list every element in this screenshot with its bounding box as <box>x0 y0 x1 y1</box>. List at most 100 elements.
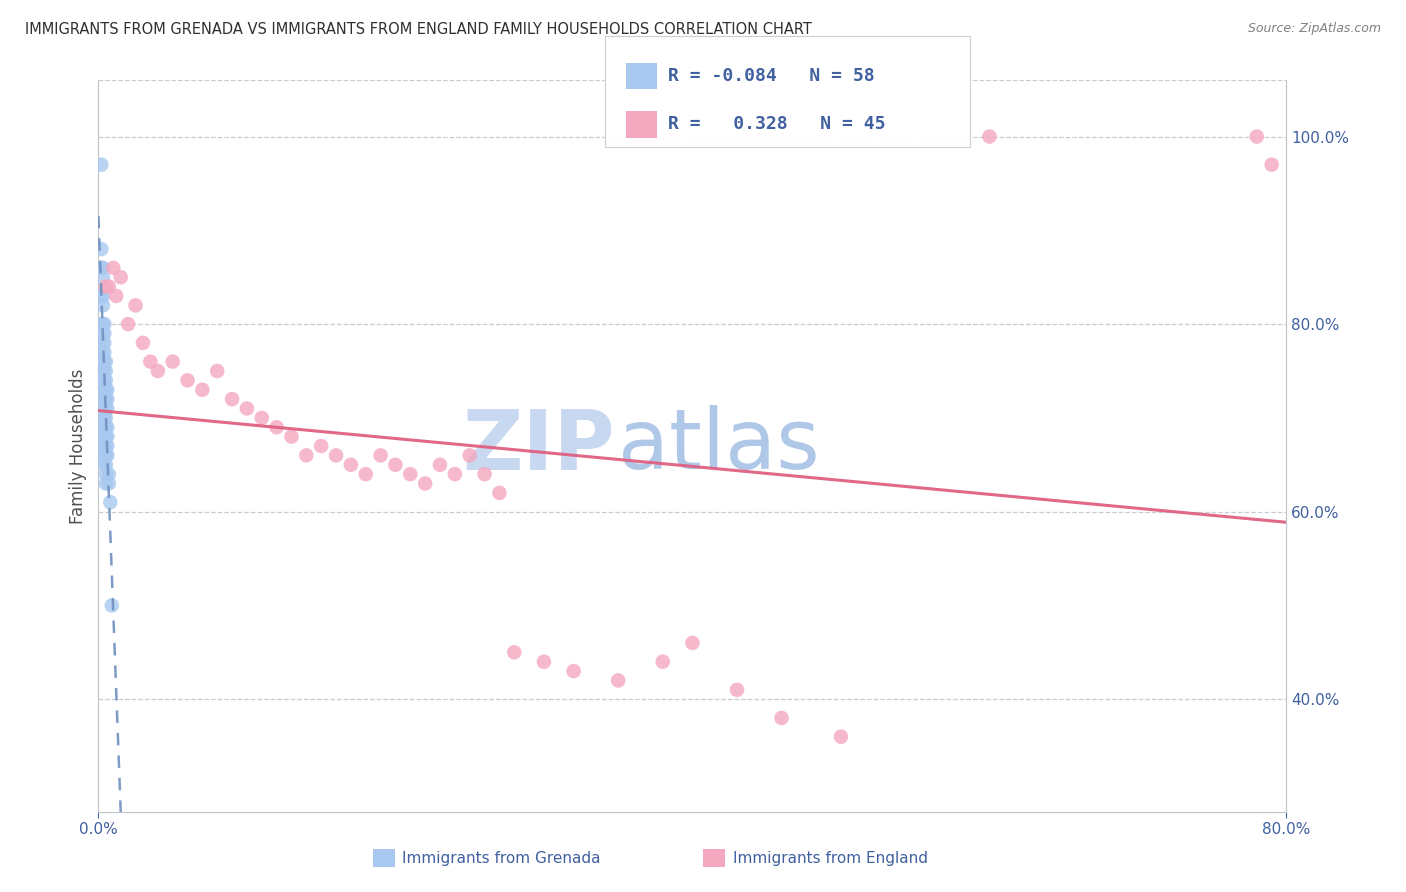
Point <box>91 289 114 303</box>
Point <box>93 317 115 331</box>
Point <box>370 449 392 463</box>
Text: Immigrants from Grenada: Immigrants from Grenada <box>402 851 600 865</box>
Point <box>205 364 228 378</box>
Point <box>94 449 117 463</box>
Point <box>93 373 115 387</box>
Point <box>503 645 526 659</box>
Text: R =   0.328   N = 45: R = 0.328 N = 45 <box>668 115 886 133</box>
Point <box>1246 129 1268 144</box>
Point <box>110 270 132 285</box>
Point <box>191 383 214 397</box>
Point <box>105 289 128 303</box>
Text: Immigrants from England: Immigrants from England <box>733 851 928 865</box>
Point <box>651 655 673 669</box>
Point <box>94 429 117 443</box>
Point <box>236 401 259 416</box>
Text: Source: ZipAtlas.com: Source: ZipAtlas.com <box>1247 22 1381 36</box>
Point <box>91 373 114 387</box>
Point <box>96 429 118 443</box>
Point <box>94 383 117 397</box>
Point <box>474 467 496 482</box>
Point <box>607 673 630 688</box>
Point <box>93 420 115 434</box>
Point <box>979 129 1001 144</box>
Point <box>91 270 114 285</box>
Point <box>266 420 288 434</box>
Point <box>94 410 117 425</box>
Point <box>91 260 114 275</box>
Text: R = -0.084   N = 58: R = -0.084 N = 58 <box>668 67 875 85</box>
Point <box>96 401 118 416</box>
Point <box>162 354 184 368</box>
Point <box>94 401 117 416</box>
Point <box>93 439 115 453</box>
Point <box>93 401 115 416</box>
Point <box>94 467 117 482</box>
Point <box>93 354 115 368</box>
Point <box>354 467 377 482</box>
Point <box>93 410 115 425</box>
Point <box>413 476 436 491</box>
Point <box>97 476 120 491</box>
Point <box>90 289 112 303</box>
Point <box>91 317 114 331</box>
Y-axis label: Family Households: Family Households <box>69 368 87 524</box>
Point <box>176 373 198 387</box>
Point <box>132 335 155 350</box>
Point <box>340 458 363 472</box>
Point <box>770 711 793 725</box>
Point <box>250 410 273 425</box>
Point <box>533 655 555 669</box>
Point <box>93 392 115 406</box>
Point <box>94 354 117 368</box>
Point <box>90 158 112 172</box>
Text: IMMIGRANTS FROM GRENADA VS IMMIGRANTS FROM ENGLAND FAMILY HOUSEHOLDS CORRELATION: IMMIGRANTS FROM GRENADA VS IMMIGRANTS FR… <box>25 22 813 37</box>
Text: ZIP: ZIP <box>463 406 616 486</box>
Point <box>90 260 112 275</box>
Point <box>117 317 139 331</box>
Point <box>90 317 112 331</box>
Point <box>93 383 115 397</box>
Point <box>91 326 114 341</box>
Point <box>94 364 117 378</box>
Point <box>94 392 117 406</box>
Point <box>399 467 422 482</box>
Point <box>488 486 510 500</box>
Point <box>94 476 117 491</box>
Point <box>429 458 451 472</box>
Point <box>91 364 114 378</box>
Point <box>325 449 347 463</box>
Point <box>96 420 118 434</box>
Point <box>91 298 114 312</box>
Point <box>93 429 115 443</box>
Point <box>96 392 118 406</box>
Point <box>97 467 120 482</box>
Point <box>295 449 318 463</box>
Point <box>90 242 112 256</box>
Point <box>94 458 117 472</box>
Point <box>91 335 114 350</box>
Point <box>139 354 162 368</box>
Point <box>91 354 114 368</box>
Point <box>93 335 115 350</box>
Point <box>93 458 115 472</box>
Point <box>93 364 115 378</box>
Point <box>103 260 125 275</box>
Point <box>280 429 302 443</box>
Point <box>93 449 115 463</box>
Point <box>96 439 118 453</box>
Point <box>96 449 118 463</box>
Text: atlas: atlas <box>617 406 820 486</box>
Point <box>1260 158 1282 172</box>
Point <box>309 439 332 453</box>
Point <box>830 730 852 744</box>
Point <box>725 682 748 697</box>
Point <box>94 439 117 453</box>
Point <box>97 279 120 293</box>
Point <box>146 364 169 378</box>
Point <box>124 298 146 312</box>
Point <box>101 599 124 613</box>
Point <box>91 345 114 359</box>
Point <box>93 326 115 341</box>
Point <box>96 383 118 397</box>
